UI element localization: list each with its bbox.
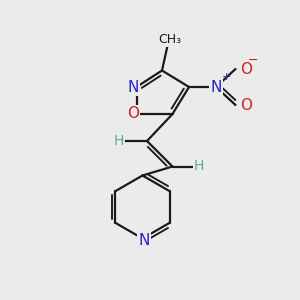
Text: +: +: [221, 72, 231, 82]
Text: O: O: [240, 61, 252, 76]
Text: −: −: [248, 54, 259, 67]
Text: N: N: [210, 80, 222, 94]
Text: N: N: [127, 80, 139, 94]
Text: N: N: [138, 233, 150, 248]
Text: CH₃: CH₃: [158, 33, 181, 46]
Text: H: H: [194, 160, 204, 173]
Text: O: O: [240, 98, 252, 112]
Text: O: O: [127, 106, 139, 122]
Text: H: H: [114, 134, 124, 148]
